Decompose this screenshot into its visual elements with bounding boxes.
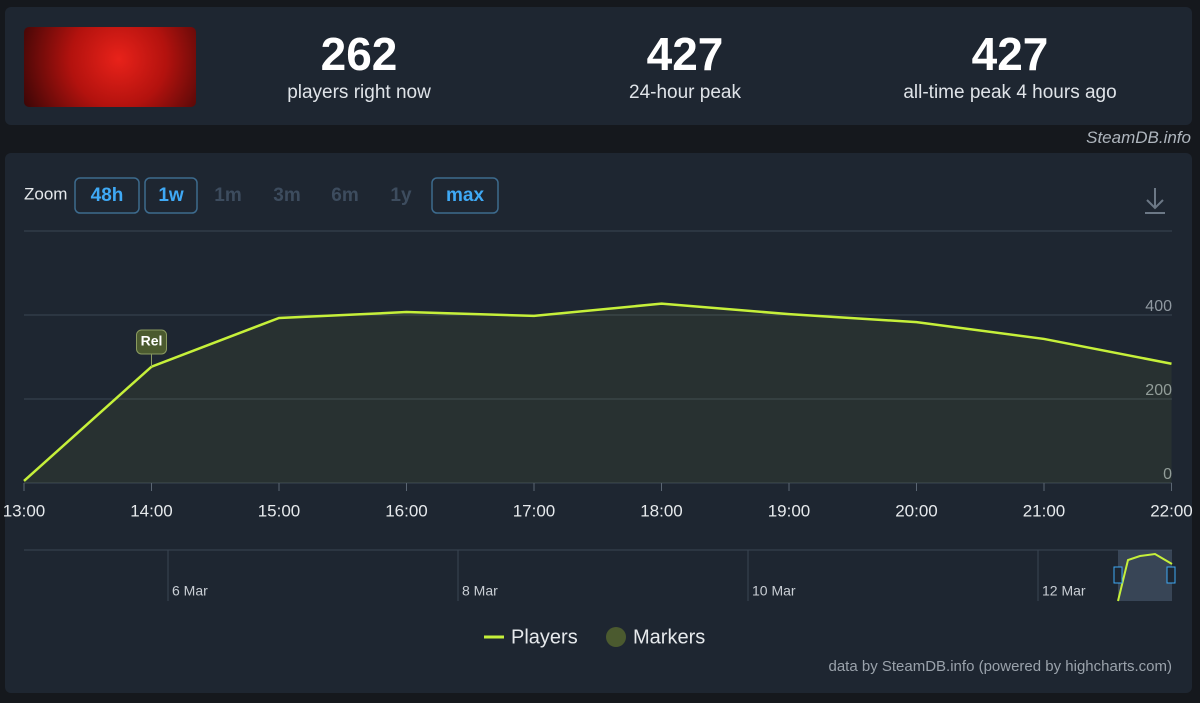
navigator-line <box>1117 552 1173 602</box>
line <box>23 302 1172 482</box>
zoom-button-label: 3m <box>273 185 300 206</box>
navigator-label: 6 Mar <box>172 583 208 599</box>
zoom-button-label[interactable]: max <box>446 185 484 206</box>
stat: 262 players right now <box>199 28 519 104</box>
chart-credits: data by SteamDB.info (powered by highcha… <box>829 658 1173 675</box>
stat-value: 427 <box>971 28 1049 80</box>
area <box>24 303 1172 483</box>
x-tick-label: 22:00 <box>1150 501 1193 520</box>
legend-label[interactable]: Markers <box>633 626 705 648</box>
navigator-handle[interactable] <box>1166 566 1176 584</box>
legend-symbol <box>606 627 626 647</box>
x-tick-label: 20:00 <box>895 501 938 520</box>
stat-label: players right now <box>287 82 431 103</box>
navigator-handle[interactable] <box>1113 566 1123 584</box>
zoom-button-label[interactable]: 1w <box>158 185 184 206</box>
x-tick-label: 19:00 <box>768 501 811 520</box>
y-tick-label: 200 <box>1145 382 1172 399</box>
x-tick-label: 21:00 <box>1023 501 1066 520</box>
marker-label: Rel <box>141 333 163 349</box>
navigator-window <box>1118 550 1172 601</box>
x-tick-label: 14:00 <box>130 501 173 520</box>
x-tick-label: 15:00 <box>258 501 301 520</box>
stat-label: all-time peak 4 hours ago <box>903 82 1117 103</box>
x-tick-label: 18:00 <box>640 501 683 520</box>
x-tick-label: 17:00 <box>513 501 556 520</box>
zoom-button[interactable] <box>74 177 140 214</box>
navigator-label: 10 Mar <box>752 583 796 599</box>
marker-flag <box>136 329 167 355</box>
download-icon[interactable] <box>1145 188 1165 214</box>
chart-card <box>5 153 1192 693</box>
y-tick-label: 400 <box>1145 298 1172 315</box>
game-image <box>24 27 196 107</box>
zoom-label: Zoom <box>24 184 67 203</box>
zoom-button[interactable] <box>144 177 198 214</box>
stat: 427 24-hour peak <box>525 28 845 104</box>
stat: 427 all-time peak 4 hours ago <box>850 28 1170 104</box>
zoom-button-label[interactable]: 48h <box>91 185 124 206</box>
zoom-button[interactable] <box>431 177 499 214</box>
zoom-button-label: 1y <box>390 185 412 206</box>
x-tick-label: 13:00 <box>3 501 46 520</box>
stat-value: 427 <box>646 28 724 80</box>
stat-label: 24-hour peak <box>629 82 741 103</box>
navigator-label: 8 Mar <box>462 583 498 599</box>
site-credit: SteamDB.info <box>1086 128 1191 147</box>
x-tick-label: 16:00 <box>385 501 428 520</box>
y-tick-label: 0 <box>1163 466 1172 483</box>
zoom-button-label: 6m <box>331 185 358 206</box>
legend-label[interactable]: Players <box>511 626 578 648</box>
stat-value: 262 <box>320 28 398 80</box>
zoom-button-label: 1m <box>214 185 241 206</box>
navigator-label: 12 Mar <box>1042 583 1086 599</box>
stats-card <box>5 7 1192 125</box>
